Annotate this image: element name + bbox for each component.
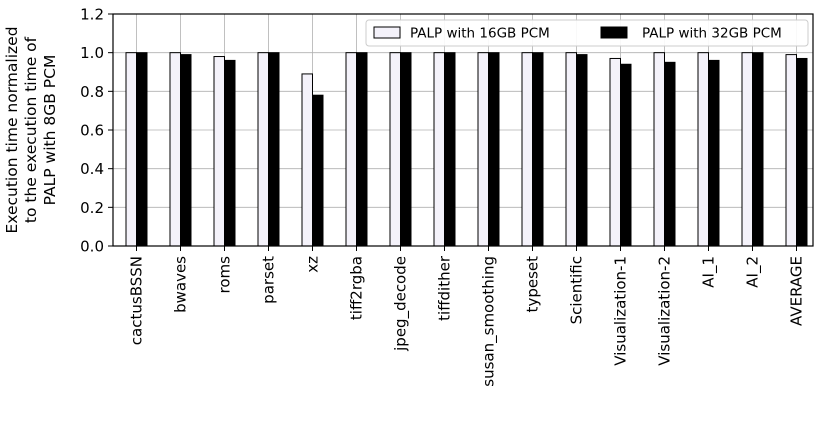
bar-32gb-AI_2 [752,52,764,247]
bar-16gb-susan_smoothing [477,52,489,247]
x-tick-label-tiffdither: tiffdither [436,255,454,321]
x-tick-label-xz: xz [304,256,322,273]
legend-swatch-16gb [373,26,401,39]
bar-32gb-susan_smoothing [488,52,500,247]
y-tick-label: 0.6 [80,122,104,140]
bar-16gb-xz [301,73,313,247]
legend-label-16gb: PALP with 16GB PCM [410,26,550,42]
x-tick-label-susan_smoothing: susan_smoothing [480,256,499,387]
bar-16gb-roms [213,56,225,247]
y-axis-label-line-2: to the execution time of [22,36,40,223]
y-axis-label-line-3: PALP with 8GB PCM [41,55,59,206]
x-tick-label-AI_1: AI_1 [700,256,719,288]
bar-16gb-jpeg_decode [389,52,401,247]
bar-32gb-cactusBSSN [136,52,148,247]
bar-16gb-AI_1 [697,52,709,247]
bar-32gb-Scientific [576,54,588,247]
bar-16gb-bwaves [169,52,181,247]
x-tick-label-typeset: typeset [524,256,542,313]
bar-16gb-tiffdither [433,52,445,247]
bars [125,52,808,247]
y-tick-label: 1.2 [80,6,104,24]
bar-16gb-Visualization-1 [609,57,621,247]
legend: PALP with 16GB PCM PALP with 32GB PCM [365,19,809,47]
bar-32gb-bwaves [180,54,192,247]
y-axis-label: Execution time normalized to the executi… [3,26,59,233]
x-tick-label-AI_2: AI_2 [744,256,763,288]
x-tick-label-Visualization-2: Visualization-2 [656,256,674,366]
bar-32gb-xz [312,94,324,247]
bar-32gb-roms [224,59,236,247]
legend-label-32gb: PALP with 32GB PCM [642,26,782,42]
x-tick-label-Visualization-1: Visualization-1 [612,256,630,366]
bar-16gb-AVERAGE [785,54,797,247]
x-tick-label-tiff2rgba: tiff2rgba [348,256,366,320]
bar-32gb-parset [268,52,280,247]
x-tick-label-AVERAGE: AVERAGE [788,256,806,326]
bar-16gb-Visualization-2 [653,52,665,247]
y-axis-label-line-1: Execution time normalized [3,26,21,233]
bar-32gb-Visualization-1 [620,63,632,247]
y-tick-label: 0.0 [80,238,104,256]
x-axis: cactusBSSN bwaves roms parset xz tiff2rgba jpe… [128,246,806,387]
bar-32gb-AI_1 [708,59,720,247]
y-tick-label: 0.2 [80,199,104,217]
legend-swatch-32gb [600,26,628,39]
y-tick-label: 1.0 [80,44,104,62]
bar-32gb-tiffdither [444,52,456,247]
x-tick-label-parset: parset [260,256,278,304]
x-tick-label-bwaves: bwaves [172,256,190,313]
y-tick-label: 0.8 [80,83,104,101]
legend-box [365,19,809,47]
bar-32gb-tiff2rgba [356,52,368,247]
bar-16gb-cactusBSSN [125,52,137,247]
x-tick-label-Scientific: Scientific [568,256,586,324]
bar-16gb-parset [257,52,269,247]
x-tick-label-roms: roms [216,256,234,294]
y-tick-label: 0.4 [80,160,104,178]
bar-16gb-AI_2 [741,52,753,247]
y-axis: 0.0 0.2 0.4 0.6 0.8 1.0 1.2 [80,6,113,256]
bar-16gb-Scientific [565,52,577,247]
bar-32gb-jpeg_decode [400,52,412,247]
bar-16gb-typeset [521,52,533,247]
x-tick-label-cactusBSSN: cactusBSSN [128,256,146,345]
bar-32gb-typeset [532,52,544,247]
x-tick-label-jpeg_decode: jpeg_decode [392,256,411,352]
bar-32gb-Visualization-2 [664,61,676,247]
bar-32gb-AVERAGE [796,57,808,247]
bar-16gb-tiff2rgba [345,52,357,247]
